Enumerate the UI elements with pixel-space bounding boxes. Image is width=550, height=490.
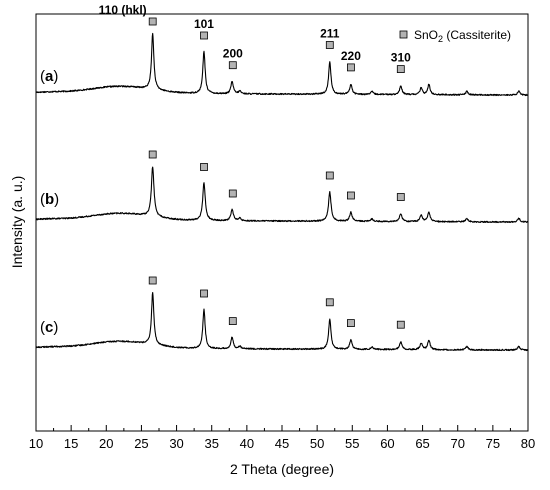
panel-label-b-text: (b)	[40, 191, 59, 208]
panel-label-b-close: )	[54, 191, 59, 208]
pattern-layer	[35, 32, 529, 352]
hkl-label: 110 (hkl)	[99, 3, 147, 17]
pattern-trace-b	[35, 166, 529, 224]
panel-label-c-text: (c)	[40, 319, 58, 336]
hkl-label: 310	[391, 51, 411, 65]
x-tick-label: 35	[204, 436, 218, 451]
panel-label-a-close: )	[53, 68, 58, 85]
reflection-marker-b	[346, 191, 355, 200]
x-tick-label: 30	[169, 436, 183, 451]
panel-label-a-open: (	[40, 68, 45, 85]
reflection-marker-c	[346, 319, 355, 328]
reflection-marker-a	[200, 31, 208, 40]
hkl-label: 220	[341, 49, 361, 63]
x-tick-label: 20	[99, 436, 113, 451]
legend-label-suffix: (Cassiterite)	[443, 28, 511, 42]
x-tick-label: 75	[486, 436, 500, 451]
x-tick-label: 55	[345, 436, 359, 451]
legend-marker-square	[399, 30, 408, 39]
x-tick-label: 10	[29, 436, 43, 451]
x-tick-label: 80	[521, 436, 535, 451]
reflection-marker-b	[200, 163, 208, 171]
panel-label-c-letter: c	[45, 319, 53, 336]
x-tick-label: 65	[415, 436, 429, 451]
reflection-marker-a	[346, 63, 355, 72]
panel-label-a-letter: a	[45, 68, 54, 85]
axis-layer: 10 15 20 25 30 35 40 45 50 55 60 65 70 75 80	[29, 425, 535, 451]
reflection-marker-c	[148, 276, 157, 285]
panel-label-b-open: (	[40, 191, 45, 208]
reflection-marker-b	[148, 150, 157, 159]
panel-label-c-close: )	[53, 319, 58, 336]
legend-label-prefix: SnO	[414, 28, 438, 42]
panel-label-b: (b)	[40, 191, 59, 208]
reflection-marker-a	[228, 61, 237, 70]
panel-label-c-open: (	[40, 319, 45, 336]
pattern-trace-a	[35, 32, 529, 97]
panel-label-b-letter: b	[45, 191, 54, 208]
reflection-marker-b	[325, 171, 334, 180]
panel-label-c: (c)	[40, 319, 58, 336]
hkl-label: 101	[194, 17, 214, 31]
pattern-trace-c	[35, 291, 529, 352]
x-axis-title: 2 Theta (degree)	[230, 461, 334, 477]
reflection-marker-a	[396, 65, 405, 73]
legend-label: SnO2 (Cassiterite)	[414, 28, 511, 44]
x-tick-label: 60	[380, 436, 394, 451]
panel-label-a: (a)	[40, 68, 58, 85]
y-axis-title: Intensity (a. u.)	[9, 176, 25, 269]
x-tick-label: 25	[134, 436, 148, 451]
x-tick-label: 45	[275, 436, 289, 451]
x-tick-label: 50	[310, 436, 324, 451]
panel-label-a-text: (a)	[40, 68, 58, 85]
reflection-marker-c	[200, 289, 208, 298]
x-tick-label: 15	[64, 436, 78, 451]
reflection-marker-b	[396, 193, 405, 201]
plot-frame	[35, 13, 529, 432]
reflection-marker-c	[396, 320, 405, 329]
x-tick-label: 40	[240, 436, 254, 451]
reflection-marker-b	[228, 189, 237, 198]
reflection-marker-a	[148, 17, 157, 26]
legend: SnO2 (Cassiterite)	[399, 28, 511, 44]
x-tick-label: 70	[450, 436, 464, 451]
legend-label-subscript: 2	[438, 34, 443, 44]
reflection-marker-c	[325, 298, 334, 307]
reflection-marker-a	[325, 41, 334, 49]
reflection-marker-c	[228, 317, 237, 326]
hkl-label: 211	[320, 27, 340, 41]
hkl-label: 200	[223, 47, 243, 61]
